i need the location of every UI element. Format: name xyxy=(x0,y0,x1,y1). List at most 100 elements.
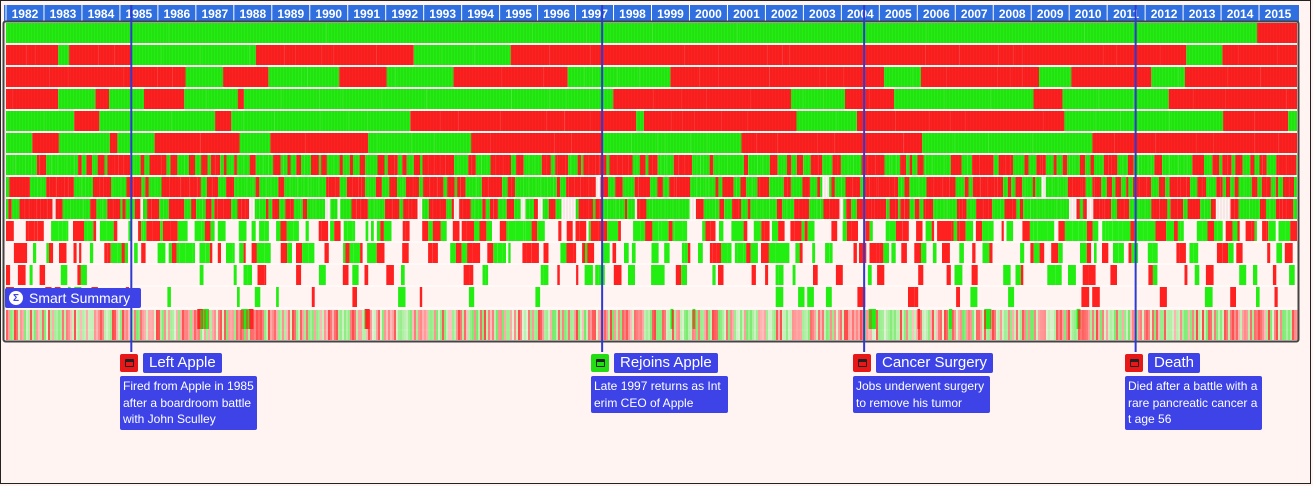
summary-cell xyxy=(694,310,696,340)
summary-cell xyxy=(1008,310,1010,340)
summary-cell xyxy=(274,310,276,340)
event-header[interactable]: Death xyxy=(1125,353,1201,373)
heatmap-cell xyxy=(1197,155,1204,175)
heatmap-cell xyxy=(615,199,620,219)
heatmap-cell xyxy=(1266,221,1269,241)
heatmap-cell xyxy=(304,155,312,175)
heatmap-cell xyxy=(441,45,475,65)
heatmap-cell xyxy=(300,199,303,219)
heatmap-cell xyxy=(89,243,94,263)
summary-cell xyxy=(150,310,152,340)
heatmap-cell xyxy=(399,199,404,219)
heatmap-cell xyxy=(461,243,468,263)
heatmap-cell xyxy=(79,243,82,263)
heatmap-cell xyxy=(353,243,361,263)
heatmap-cell xyxy=(1177,177,1181,197)
heatmap-cell xyxy=(280,155,284,175)
heatmap-cell xyxy=(645,221,653,241)
summary-cell xyxy=(316,310,318,340)
heatmap-cell xyxy=(912,155,918,175)
event-header[interactable]: Left Apple xyxy=(120,353,222,373)
heatmap-cell xyxy=(451,199,454,219)
heatmap-cell xyxy=(925,199,934,219)
summary-cell xyxy=(904,310,906,340)
heatmap-cell xyxy=(529,199,534,219)
summary-cell xyxy=(54,310,56,340)
summary-cell xyxy=(336,310,338,340)
heatmap-cell xyxy=(1092,221,1099,241)
summary-cell xyxy=(726,310,728,340)
heatmap-cell xyxy=(37,177,42,197)
heatmap-cell xyxy=(578,199,584,219)
heatmap-cell xyxy=(458,111,501,131)
heatmap-cell xyxy=(241,199,246,219)
heatmap-cell xyxy=(1268,221,1276,241)
smart-summary-button[interactable]: Σ Smart Summary xyxy=(5,288,141,308)
heatmap-cell xyxy=(249,155,256,175)
heatmap-cell xyxy=(709,155,714,175)
heatmap-cell xyxy=(318,177,327,197)
summary-cell xyxy=(882,310,884,340)
summary-cell xyxy=(270,310,272,340)
heatmap-cell xyxy=(1062,155,1068,175)
heatmap-cell xyxy=(1058,221,1065,241)
heatmap-cell xyxy=(915,177,918,197)
summary-cell xyxy=(1164,310,1166,340)
heatmap-cell xyxy=(1116,45,1161,65)
heatmap-cell xyxy=(330,199,334,219)
heatmap-cell xyxy=(376,45,414,65)
heatmap-cell xyxy=(365,221,369,241)
heatmap-cell xyxy=(386,67,396,87)
heatmap-cell xyxy=(636,155,640,175)
heatmap-cell xyxy=(303,177,309,197)
summary-cell xyxy=(678,310,680,340)
summary-cell xyxy=(1000,310,1002,340)
summary-cell xyxy=(654,310,656,340)
summary-cell xyxy=(974,310,976,340)
heatmap-cell xyxy=(1148,265,1153,285)
heatmap-cell xyxy=(367,199,370,219)
heatmap-cell xyxy=(1219,155,1223,175)
heatmap-cell xyxy=(84,221,88,241)
heatmap-cell xyxy=(161,177,170,197)
heatmap-cell xyxy=(23,177,30,197)
event-header[interactable]: Rejoins Apple xyxy=(591,353,718,373)
summary-cell xyxy=(846,310,848,340)
heatmap-cell xyxy=(816,199,821,219)
heatmap-cell xyxy=(810,177,818,197)
summary-cell xyxy=(174,310,176,340)
summary-cell xyxy=(722,310,724,340)
heatmap-cell xyxy=(916,221,923,241)
summary-cell xyxy=(1054,310,1056,340)
summary-cell xyxy=(100,310,102,340)
heatmap-cell xyxy=(807,287,814,307)
summary-cell xyxy=(698,310,700,340)
heatmap-cell xyxy=(982,221,989,241)
summary-cell xyxy=(1006,310,1008,340)
heatmap-cell xyxy=(443,177,448,197)
heatmap-cell xyxy=(971,199,977,219)
heatmap-cell xyxy=(490,155,496,175)
summary-cell xyxy=(554,310,556,340)
summary-cell xyxy=(616,310,618,340)
heatmap-cell xyxy=(1129,199,1132,219)
heatmap-cell xyxy=(534,155,542,175)
heatmap-cell xyxy=(856,199,864,219)
heatmap-cell xyxy=(1000,199,1005,219)
summary-cell xyxy=(1004,310,1006,340)
summary-cell xyxy=(836,310,838,340)
event-header[interactable]: Cancer Surgery xyxy=(853,353,994,373)
heatmap-cell xyxy=(151,199,160,219)
heatmap-cell xyxy=(568,177,575,197)
heatmap-cell xyxy=(191,199,197,219)
heatmap-cell xyxy=(674,221,683,241)
heatmap-cell xyxy=(445,155,451,175)
summary-cell xyxy=(942,310,944,340)
heatmap-cell xyxy=(352,265,359,285)
heatmap-cell xyxy=(906,155,910,175)
heatmap-cell xyxy=(1037,221,1043,241)
summary-cell xyxy=(22,310,24,340)
heatmap-cell xyxy=(1102,243,1109,263)
summary-cell xyxy=(930,310,932,340)
heatmap-cell xyxy=(937,221,945,241)
